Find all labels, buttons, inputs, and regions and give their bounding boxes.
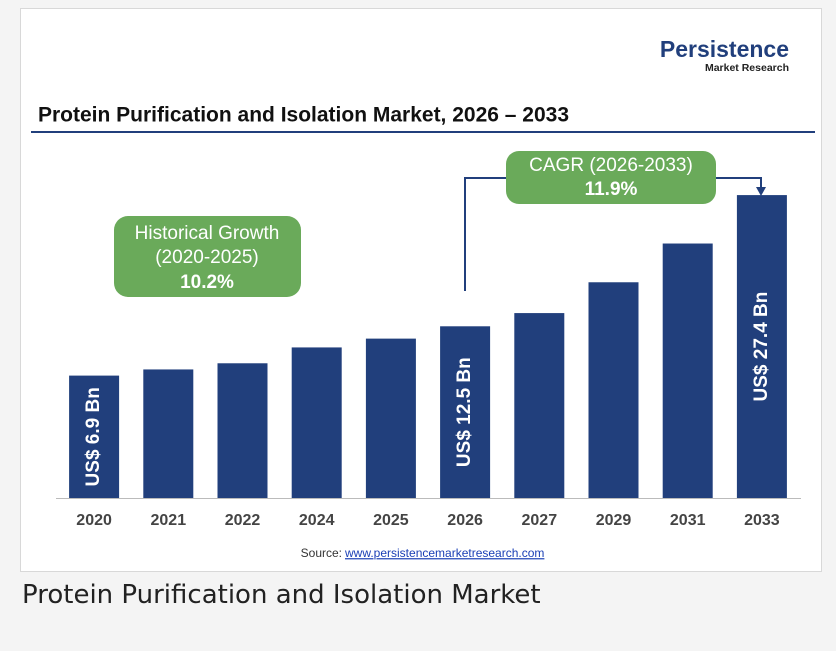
x-tick-label: 2021 <box>151 512 187 529</box>
chart-title: Protein Purification and Isolation Marke… <box>38 104 569 127</box>
bar <box>514 313 565 498</box>
bar <box>736 195 787 499</box>
chart-card: Persistence Market Research Protein Puri… <box>20 8 822 572</box>
bar <box>662 243 713 498</box>
bar <box>69 375 120 498</box>
source-link[interactable]: www.persistencemarketresearch.com <box>344 546 544 560</box>
value-label: US$ 12.5 Bn <box>454 357 475 467</box>
bar <box>588 282 639 498</box>
x-tick-label: 2029 <box>596 512 632 529</box>
x-tick-label: 2026 <box>447 512 483 529</box>
x-tick-label: 2027 <box>522 512 558 529</box>
bar <box>143 369 194 498</box>
value-label: US$ 27.4 Bn <box>751 292 772 402</box>
x-tick-label: 2020 <box>76 512 112 529</box>
x-tick-label: 2033 <box>744 512 780 529</box>
chart: Persistence Market Research Protein Puri… <box>31 36 815 560</box>
source-label: Source: <box>301 546 342 560</box>
bar <box>440 326 491 498</box>
connector <box>716 177 762 189</box>
connector <box>464 177 506 291</box>
x-tick-label: 2025 <box>373 512 409 529</box>
annotation-text: 10.2% <box>180 272 234 293</box>
annotation-text: CAGR (2026-2033) <box>529 155 693 176</box>
annotation-box <box>114 216 301 297</box>
bar <box>217 363 268 498</box>
x-tick-label: 2024 <box>299 512 335 529</box>
bar <box>365 338 416 498</box>
annotation-text: 11.9% <box>585 179 638 200</box>
brand-tagline: Market Research <box>705 62 789 74</box>
x-tick-label: 2022 <box>225 512 261 529</box>
x-tick-label: 2031 <box>670 512 706 529</box>
caption: Protein Purification and Isolation Marke… <box>22 580 541 610</box>
annotation-text: Historical Growth <box>135 223 280 244</box>
annotation-box <box>506 151 716 204</box>
brand-name: Persistence <box>660 36 789 62</box>
bar <box>291 347 342 498</box>
arrow-head <box>756 187 766 196</box>
value-label: US$ 6.9 Bn <box>83 387 104 486</box>
annotation-text: (2020-2025) <box>155 247 259 268</box>
